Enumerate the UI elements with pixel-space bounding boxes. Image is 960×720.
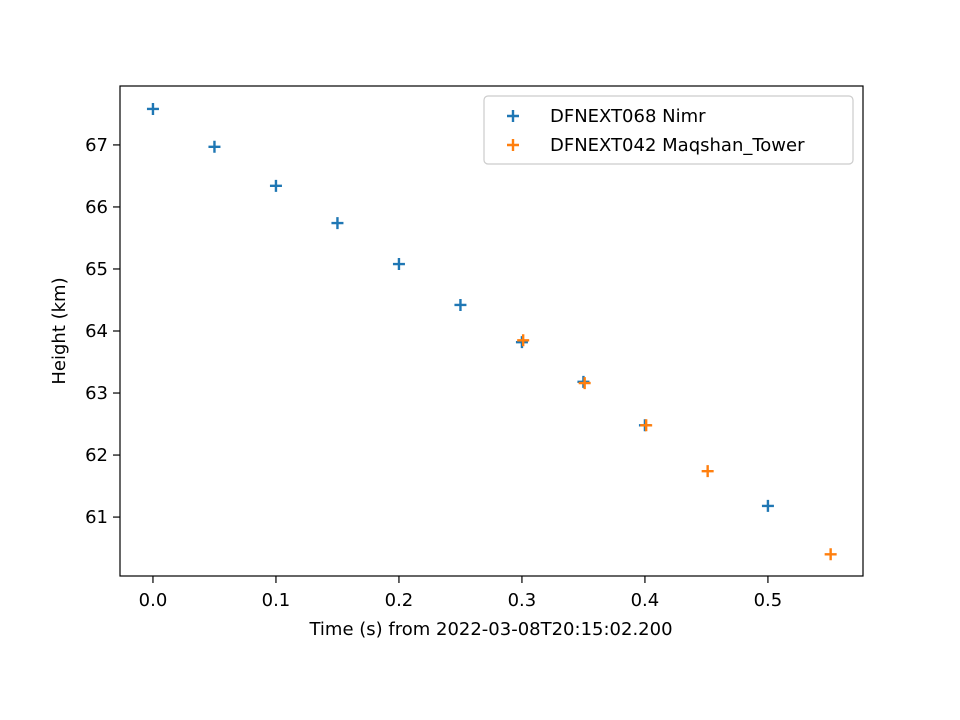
point	[331, 217, 344, 230]
point	[146, 102, 159, 115]
point	[515, 336, 528, 349]
point	[392, 258, 405, 271]
point	[640, 419, 653, 432]
point	[701, 465, 714, 478]
point	[577, 375, 590, 388]
y-tick-label: 66	[85, 197, 108, 218]
plot-frame	[119, 85, 864, 577]
legend-marker	[507, 139, 519, 151]
point	[517, 334, 530, 347]
x-axis-label: Time (s) from 2022-03-08T20:15:02.200	[308, 619, 672, 640]
x-tick-label: 0.1	[262, 590, 291, 611]
y-tick-label: 65	[85, 259, 108, 280]
legend-label: DFNEXT068 Nimr	[550, 106, 706, 127]
legend-label: DFNEXT042 Maqshan_Tower	[550, 135, 805, 156]
point	[761, 499, 774, 512]
x-tick-label: 0.5	[754, 590, 783, 611]
y-tick-label: 63	[85, 383, 108, 404]
x-tick-label: 0.4	[631, 590, 660, 611]
point	[824, 548, 837, 561]
y-tick-label: 67	[85, 135, 108, 156]
legend-marker	[507, 110, 519, 122]
y-tick-label: 61	[85, 507, 108, 528]
point	[454, 298, 467, 311]
point	[269, 179, 282, 192]
x-tick-label: 0.0	[139, 590, 168, 611]
y-tick-label: 62	[85, 445, 108, 466]
x-tick-label: 0.3	[508, 590, 537, 611]
y-axis-label: Height (km)	[49, 277, 70, 384]
point	[208, 140, 221, 153]
y-tick-label: 64	[85, 321, 108, 342]
x-tick-label: 0.2	[385, 590, 414, 611]
legend-box	[483, 95, 854, 165]
point	[578, 377, 591, 390]
